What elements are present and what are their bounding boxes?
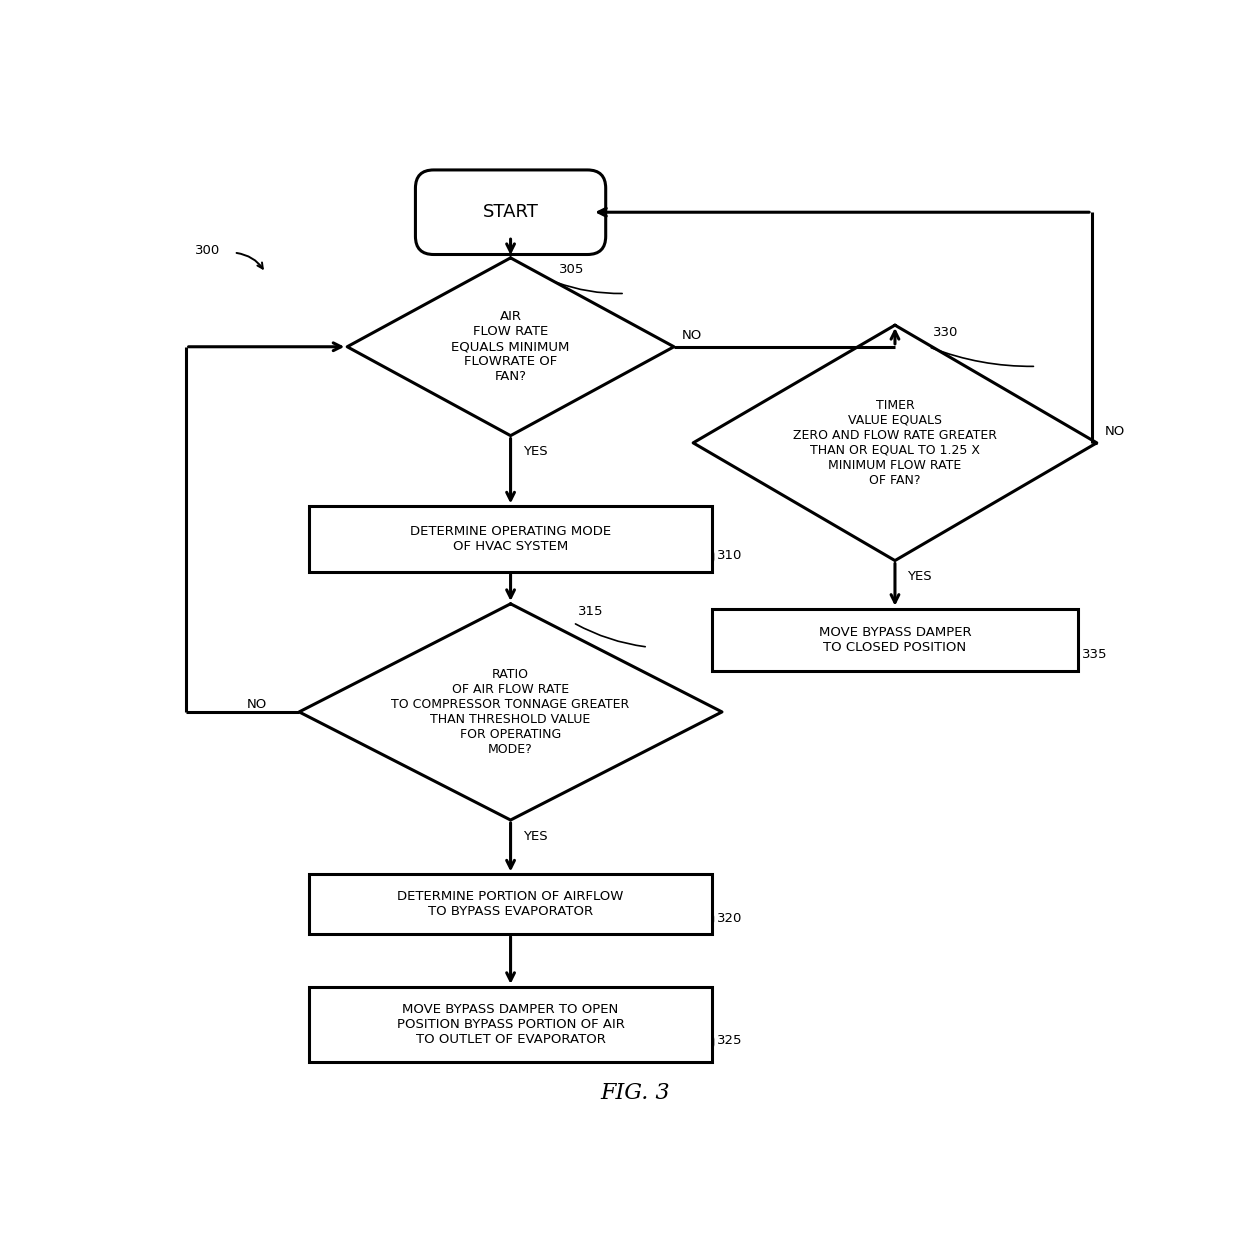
Text: RATIO
OF AIR FLOW RATE
TO COMPRESSOR TONNAGE GREATER
THAN THRESHOLD VALUE
FOR OP: RATIO OF AIR FLOW RATE TO COMPRESSOR TON… [392,668,630,756]
Text: YES: YES [908,570,932,583]
Text: 310: 310 [717,549,743,562]
Text: START: START [482,203,538,221]
Text: DETERMINE PORTION OF AIRFLOW
TO BYPASS EVAPORATOR: DETERMINE PORTION OF AIRFLOW TO BYPASS E… [397,890,624,919]
Text: NO: NO [247,698,267,710]
Text: TIMER
VALUE EQUALS
ZERO AND FLOW RATE GREATER
THAN OR EQUAL TO 1.25 X
MINIMUM FL: TIMER VALUE EQUALS ZERO AND FLOW RATE GR… [792,399,997,487]
Text: AIR
FLOW RATE
EQUALS MINIMUM
FLOWRATE OF
FAN?: AIR FLOW RATE EQUALS MINIMUM FLOWRATE OF… [451,311,569,383]
FancyBboxPatch shape [415,170,605,255]
Text: DETERMINE OPERATING MODE
OF HVAC SYSTEM: DETERMINE OPERATING MODE OF HVAC SYSTEM [410,525,611,553]
Text: YES: YES [523,446,548,458]
Text: 320: 320 [717,912,743,925]
Text: MOVE BYPASS DAMPER
TO CLOSED POSITION: MOVE BYPASS DAMPER TO CLOSED POSITION [818,625,971,654]
Bar [309,987,712,1062]
Text: 315: 315 [578,604,604,618]
Text: 335: 335 [1083,648,1107,660]
Text: MOVE BYPASS DAMPER TO OPEN
POSITION BYPASS PORTION OF AIR
TO OUTLET OF EVAPORATO: MOVE BYPASS DAMPER TO OPEN POSITION BYPA… [397,1002,625,1046]
Text: YES: YES [523,830,548,842]
Bar [309,875,712,934]
Text: 300: 300 [195,245,221,257]
Bar [713,609,1078,671]
Text: NO: NO [1105,424,1125,438]
Text: 330: 330 [934,326,959,339]
Text: FIG. 3: FIG. 3 [600,1082,671,1104]
Bar [309,507,712,572]
Text: 305: 305 [558,263,584,276]
Text: NO: NO [682,328,702,342]
Text: 325: 325 [717,1035,743,1047]
